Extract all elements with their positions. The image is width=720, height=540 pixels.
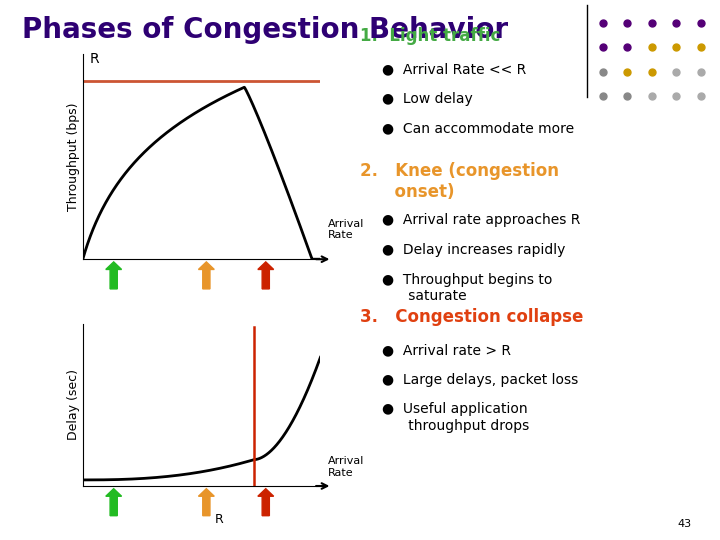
Text: ●  Low delay: ● Low delay (382, 92, 472, 106)
Text: ●  Delay increases rapidly: ● Delay increases rapidly (382, 243, 565, 257)
Text: ●  Throughput begins to
      saturate: ● Throughput begins to saturate (382, 273, 552, 303)
Text: Arrival
Rate: Arrival Rate (328, 219, 364, 240)
Text: 43: 43 (677, 519, 691, 529)
Text: 1.  Light traffic: 1. Light traffic (360, 27, 500, 45)
Y-axis label: Delay (sec): Delay (sec) (67, 369, 80, 441)
Y-axis label: Throughput (bps): Throughput (bps) (67, 103, 80, 211)
Text: Arrival
Rate: Arrival Rate (328, 456, 364, 478)
Text: ●  Arrival rate approaches R: ● Arrival rate approaches R (382, 213, 580, 227)
Text: ●  Can accommodate more: ● Can accommodate more (382, 122, 574, 136)
Text: R: R (215, 513, 224, 526)
Text: ●  Arrival rate > R: ● Arrival rate > R (382, 343, 510, 357)
Text: ●  Arrival Rate << R: ● Arrival Rate << R (382, 62, 526, 76)
Text: Phases of Congestion Behavior: Phases of Congestion Behavior (22, 16, 508, 44)
Text: R: R (90, 52, 99, 66)
Text: ●  Useful application
      throughput drops: ● Useful application throughput drops (382, 402, 529, 433)
Text: 2.   Knee (congestion
      onset): 2. Knee (congestion onset) (360, 162, 559, 201)
Text: 3.   Congestion collapse: 3. Congestion collapse (360, 308, 583, 326)
Text: ●  Large delays, packet loss: ● Large delays, packet loss (382, 373, 578, 387)
